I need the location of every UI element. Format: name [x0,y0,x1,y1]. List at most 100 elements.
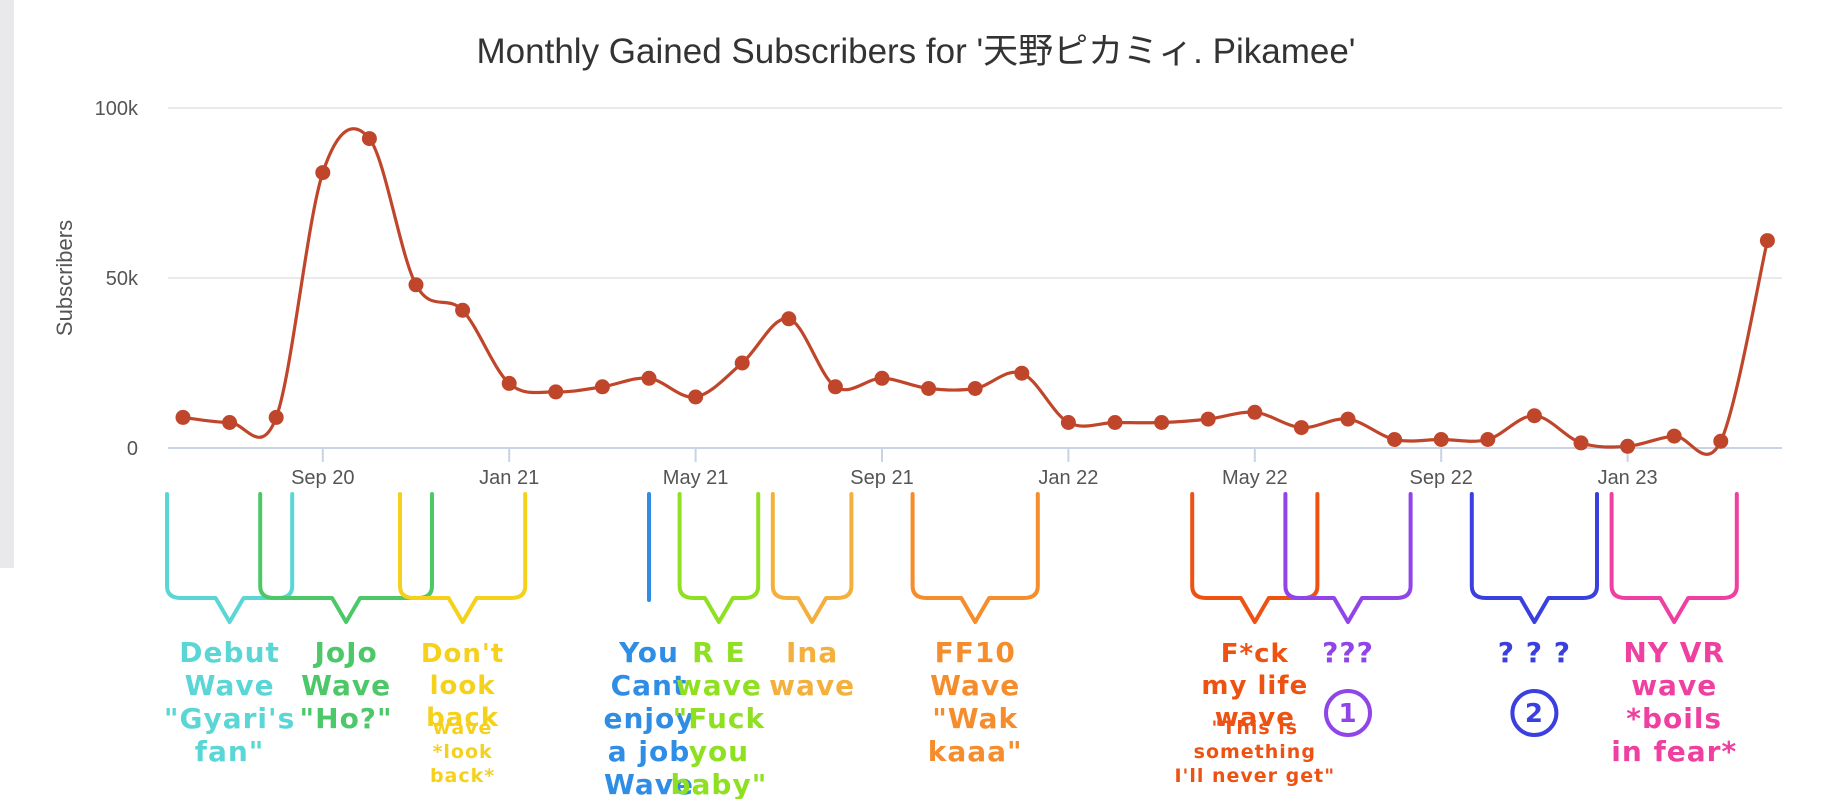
handwritten-annotations: DebutWave"Gyari'sfan"JoJoWave"Ho?"Don'tl… [164,492,1739,799]
data-point [1573,435,1589,451]
annotation-text: back [426,703,499,733]
data-point [688,389,704,405]
annotation-bracket [1190,492,1320,624]
annotation-text: "Fuck [673,702,766,735]
x-tick-label: May 21 [663,467,729,489]
annotation-text: look [430,671,496,701]
annotation-text: JoJo [312,636,377,669]
gridlines [168,107,1782,462]
x-tick-labels: Sep 20 Jan 21 May 21 Sep 21 Jan 22 May 22 Sep … [291,467,1658,489]
x-tick-label: Sep 20 [291,467,354,489]
data-point [1247,404,1263,420]
circled-number-ring [1324,689,1372,737]
data-point [1107,415,1123,430]
data-point [455,302,471,318]
data-point [1387,432,1403,447]
x-tick-label: Jan 21 [479,467,539,489]
annotation-text: a job [608,735,691,768]
annotation-text: wave [676,669,762,702]
x-tick-label: Jan 22 [1038,467,1098,489]
annotation-text: wave [769,669,855,702]
annotation-text: Don't [421,639,504,669]
annotation-bracket [1283,492,1413,624]
annotation-bracket [1609,492,1739,624]
data-point [827,379,843,395]
data-point [641,370,657,386]
annotation-text: "Gyari's [164,702,295,735]
annotation-text: *boils [1626,702,1722,735]
data-point [222,415,238,430]
chart-title: Monthly Gained Subscribers for '天野ピカミィ. … [477,32,1356,71]
y-tick-label: 100k [95,98,139,120]
data-point [1200,411,1216,427]
data-point [175,409,191,425]
annotation-bracket [398,492,528,624]
series-subscribers [182,127,1769,456]
annotation-bracket [1469,492,1599,624]
annotation-bracket [770,492,854,624]
y-axis-title: Subscribers [52,220,77,336]
annotation: ? ? ? 2 [1469,492,1599,737]
annotation-bracket [258,492,434,624]
annotation-text: Ina [786,636,838,669]
annotation-text: baby" [670,768,767,799]
data-point [408,277,424,293]
data-point [1293,420,1309,436]
annotation-text: fan" [195,735,265,768]
data-point [594,379,610,395]
annotation-text: Wave [930,669,1020,702]
annotation-text: Debut [179,636,280,669]
annotation: ??? 1 [1283,492,1413,737]
annotation-text: you [689,735,749,768]
y-tick-label: 50k [106,268,139,290]
data-point [1433,432,1449,447]
annotation-text: wave [1631,669,1717,702]
annotation-bracket [165,492,295,624]
annotation-text: ? ? ? [1498,636,1571,669]
x-tick-label: Jan 23 [1598,467,1658,489]
x-tick-label: May 22 [1222,467,1288,489]
annotation-text: "Wak [932,702,1018,735]
data-point [268,409,284,425]
annotation-text: wave [1215,703,1295,733]
data-point [921,381,937,396]
annotation-text: *look [432,741,492,763]
annotation-text: in fear* [1611,735,1737,768]
series-line [182,127,1769,456]
data-point [1014,365,1030,381]
data-point [1526,408,1542,424]
data-point [315,165,331,181]
annotation-text: 2 [1525,699,1544,729]
x-tick-label: Sep 21 [850,467,913,489]
annotation-text: I'll never get" [1174,765,1335,787]
y-tick-label: 0 [127,438,138,460]
data-point [1154,415,1170,430]
data-point [1713,433,1729,449]
annotation-text: Wave [185,669,275,702]
annotation-text: wave [433,717,493,739]
data-point [361,131,377,147]
annotation-text: Wave [301,669,391,702]
chart-card [14,0,1832,568]
annotation-text: enjoy [603,702,694,735]
data-point [1666,428,1682,444]
data-point [1340,411,1356,427]
data-point [501,375,517,391]
annotation-text: You [618,636,679,669]
x-tick-label: Sep 22 [1410,467,1473,489]
annotation-text: FF10 [935,636,1016,669]
annotation-bracket [677,492,761,624]
y-tick-labels: 0 50k 100k [95,98,139,460]
annotation-text: back* [430,765,495,787]
data-point [1060,415,1076,430]
annotation-text: Cant [611,669,688,702]
annotation-text: "Ho?" [300,702,393,735]
